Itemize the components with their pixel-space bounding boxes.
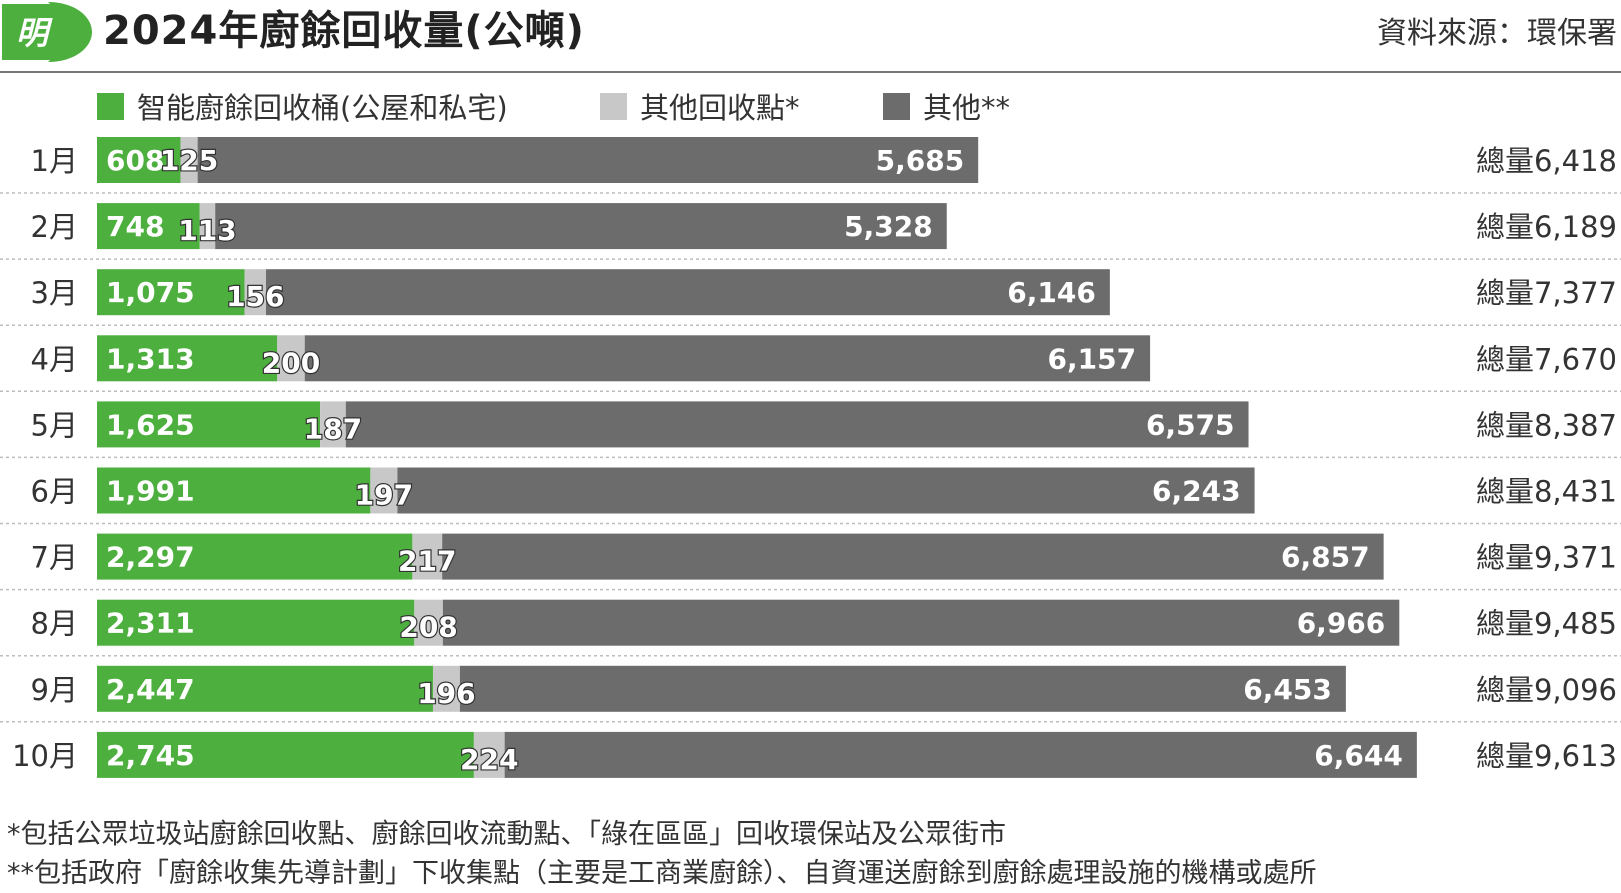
logo-badge bbox=[2, 4, 70, 60]
title-divider bbox=[0, 71, 1621, 73]
row-total-label: 總量7,377 bbox=[1476, 276, 1617, 310]
legend-label-other-points: 其他回收點* bbox=[640, 91, 800, 125]
bar-segment-others bbox=[304, 335, 1151, 382]
legend-label-smart-bins: 智能廚餘回收桶(公屋和私宅) bbox=[137, 91, 508, 125]
bar-segment-others bbox=[266, 269, 1110, 316]
row-total-label: 總量7,670 bbox=[1476, 342, 1617, 376]
brand-logo: 明 bbox=[2, 2, 92, 62]
month-label: 1月 bbox=[31, 144, 78, 178]
footnote-2: **包括政府「廚餘收集先導計劃」下收集點（主要是工商業廚餘）、自資運送廚餘到廚餘… bbox=[7, 858, 1317, 889]
footnote-1: *包括公眾垃圾站廚餘回收點、廚餘回收流動點、「綠在區區」回收環保站及公眾街市 bbox=[7, 819, 1006, 850]
bar-segment-others bbox=[397, 467, 1255, 514]
bar-segment-others bbox=[215, 203, 947, 250]
month-label: 2月 bbox=[31, 210, 78, 244]
month-label: 9月 bbox=[31, 673, 78, 707]
data-label-smart-bins: 2,447 bbox=[106, 673, 195, 706]
data-label-other-points: 196 bbox=[417, 677, 475, 710]
row-total-label: 總量9,096 bbox=[1476, 673, 1617, 707]
legend-item-smart-bins: 智能廚餘回收桶(公屋和私宅) bbox=[97, 86, 508, 126]
data-label-smart-bins: 1,313 bbox=[106, 342, 195, 375]
data-label-other-points: 113 bbox=[178, 214, 236, 247]
bar-segment-others bbox=[442, 599, 1400, 646]
bar-segment-smart-bins bbox=[97, 137, 181, 183]
bar-segment-smart-bins bbox=[97, 203, 200, 250]
bar-segment-other-points bbox=[244, 269, 267, 316]
data-label-others: 6,644 bbox=[1314, 739, 1403, 772]
row-total-label: 總量9,613 bbox=[1476, 739, 1617, 773]
data-label-others: 6,157 bbox=[1048, 342, 1137, 375]
data-label-others: 6,966 bbox=[1297, 607, 1386, 640]
row-total-label: 總量9,485 bbox=[1476, 607, 1617, 641]
month-label: 3月 bbox=[31, 276, 78, 310]
data-label-other-points: 208 bbox=[399, 611, 457, 644]
data-label-smart-bins: 2,297 bbox=[106, 541, 195, 574]
bar-segment-smart-bins bbox=[97, 665, 433, 712]
bar-segment-other-points bbox=[414, 599, 443, 646]
row-total-label: 總量8,431 bbox=[1476, 475, 1617, 509]
bar-segment-smart-bins bbox=[97, 401, 321, 448]
data-label-others: 6,146 bbox=[1007, 276, 1096, 309]
data-label-other-points: 217 bbox=[398, 545, 456, 578]
data-label-others: 6,243 bbox=[1152, 475, 1241, 508]
data-label-smart-bins: 2,311 bbox=[106, 607, 195, 640]
month-label: 10月 bbox=[12, 739, 78, 773]
bar-segment-smart-bins bbox=[97, 731, 474, 778]
row-total-label: 總量6,189 bbox=[1476, 210, 1617, 244]
month-label: 7月 bbox=[31, 541, 78, 575]
bar-segment-other-points bbox=[180, 137, 198, 183]
footnotes: *包括公眾垃圾站廚餘回收點、廚餘回收流動點、「綠在區區」回收環保站及公眾街市 *… bbox=[7, 815, 1317, 893]
bar-segment-others bbox=[504, 731, 1417, 778]
data-label-smart-bins: 748 bbox=[106, 210, 164, 243]
bar-segment-others bbox=[459, 665, 1346, 712]
row-total-label: 總量6,418 bbox=[1476, 144, 1617, 178]
data-label-smart-bins: 1,991 bbox=[106, 475, 195, 508]
month-label: 4月 bbox=[31, 342, 78, 376]
legend-swatch-smart-bins bbox=[97, 92, 124, 120]
data-label-other-points: 125 bbox=[160, 144, 218, 177]
data-label-other-points: 187 bbox=[304, 412, 362, 445]
month-label: 5月 bbox=[31, 408, 78, 442]
legend-item-others: 其他** bbox=[883, 86, 1010, 126]
data-label-others: 6,857 bbox=[1281, 541, 1370, 574]
logo-text: 明 bbox=[16, 14, 53, 52]
bar-segment-other-points bbox=[473, 731, 505, 778]
bar-segment-other-points bbox=[277, 335, 305, 382]
bar-segment-other-points bbox=[370, 467, 398, 514]
bar-segment-smart-bins bbox=[97, 533, 413, 580]
legend-swatch-others bbox=[883, 92, 910, 120]
chart-title: 2024年廚餘回收量(公噸) bbox=[103, 8, 585, 54]
legend-swatch-other-points bbox=[600, 92, 627, 120]
data-label-other-points: 200 bbox=[262, 346, 320, 379]
data-label-other-points: 156 bbox=[226, 280, 284, 313]
month-label: 6月 bbox=[31, 475, 78, 509]
data-label-others: 5,328 bbox=[844, 210, 933, 243]
data-label-smart-bins: 608 bbox=[106, 144, 164, 177]
bar-segment-others bbox=[442, 533, 1384, 580]
bar-segment-others bbox=[345, 401, 1249, 448]
data-label-smart-bins: 1,625 bbox=[106, 408, 195, 441]
legend-item-other-points: 其他回收點* bbox=[600, 86, 800, 126]
data-label-others: 6,453 bbox=[1243, 673, 1332, 706]
bar-segment-smart-bins bbox=[97, 269, 245, 316]
bar-segment-other-points bbox=[199, 203, 216, 250]
data-label-other-points: 197 bbox=[355, 479, 413, 512]
month-label: 8月 bbox=[31, 607, 78, 641]
data-label-smart-bins: 1,075 bbox=[106, 276, 195, 309]
data-label-smart-bins: 2,745 bbox=[106, 739, 195, 772]
row-total-label: 總量9,371 bbox=[1476, 541, 1617, 575]
data-label-other-points: 224 bbox=[460, 743, 518, 776]
bar-segment-other-points bbox=[432, 665, 460, 712]
bar-segment-other-points bbox=[412, 533, 443, 580]
source-note: 資料來源：環保署 bbox=[1377, 16, 1617, 51]
bar-segment-smart-bins bbox=[97, 467, 371, 514]
bar-segment-other-points bbox=[320, 401, 346, 448]
bar-segment-others bbox=[197, 137, 979, 183]
row-total-label: 總量8,387 bbox=[1476, 408, 1617, 442]
data-label-others: 5,685 bbox=[876, 144, 965, 177]
bar-segment-smart-bins bbox=[97, 335, 278, 382]
bar-segment-smart-bins bbox=[97, 599, 415, 646]
data-label-others: 6,575 bbox=[1146, 408, 1235, 441]
legend-label-others: 其他** bbox=[923, 91, 1011, 125]
